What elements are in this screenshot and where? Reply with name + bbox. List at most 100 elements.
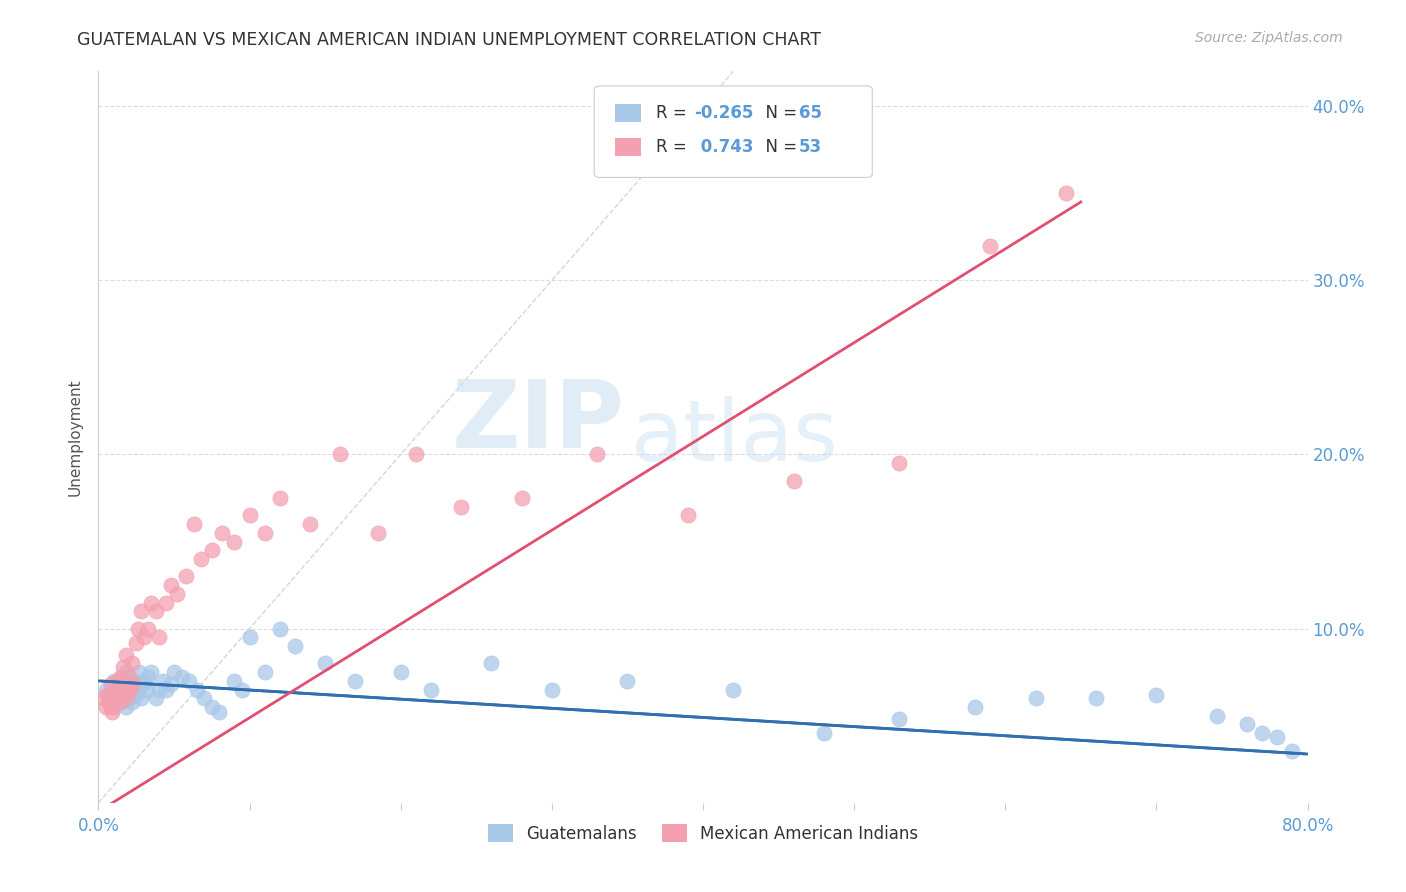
Point <box>179 673 201 688</box>
Point <box>1251 726 1274 740</box>
Point <box>155 682 177 697</box>
Text: 0.743: 0.743 <box>695 137 754 156</box>
Point <box>110 670 132 684</box>
Point <box>889 712 911 726</box>
Point <box>91 691 114 706</box>
Point <box>112 682 135 697</box>
Point <box>105 677 128 691</box>
Point <box>269 491 291 505</box>
Point <box>389 665 412 680</box>
Point <box>201 700 224 714</box>
Point <box>136 622 159 636</box>
Point <box>120 682 142 697</box>
Point <box>114 665 136 680</box>
Point <box>107 682 129 697</box>
Point <box>125 688 148 702</box>
Text: 53: 53 <box>799 137 821 156</box>
Point <box>103 688 125 702</box>
Point <box>114 700 136 714</box>
Point <box>129 604 152 618</box>
Point <box>183 517 205 532</box>
Point <box>676 508 699 523</box>
Point <box>110 695 132 709</box>
Point <box>1085 691 1108 706</box>
Point <box>723 682 745 697</box>
Point <box>979 238 1001 252</box>
Point <box>510 491 533 505</box>
Point <box>132 673 155 688</box>
Point <box>127 622 149 636</box>
Point <box>481 657 503 671</box>
Point <box>367 525 389 540</box>
Point <box>889 456 911 470</box>
Text: Source: ZipAtlas.com: Source: ZipAtlas.com <box>1195 31 1343 45</box>
Point <box>405 448 427 462</box>
Point <box>1206 708 1229 723</box>
Point <box>145 604 167 618</box>
Point <box>103 673 125 688</box>
Point <box>129 691 152 706</box>
Point <box>94 682 117 697</box>
Point <box>114 648 136 662</box>
Point <box>284 639 307 653</box>
Point <box>231 682 253 697</box>
Point <box>170 670 193 684</box>
Point <box>100 677 122 691</box>
Point <box>107 688 129 702</box>
Point <box>224 534 246 549</box>
Text: N =: N = <box>755 137 803 156</box>
Point <box>145 691 167 706</box>
Point <box>586 448 609 462</box>
Point <box>616 673 638 688</box>
Legend: Guatemalans, Mexican American Indians: Guatemalans, Mexican American Indians <box>481 818 925 849</box>
Point <box>132 631 155 645</box>
Point <box>98 691 121 706</box>
Point <box>122 673 145 688</box>
Text: GUATEMALAN VS MEXICAN AMERICAN INDIAN UNEMPLOYMENT CORRELATION CHART: GUATEMALAN VS MEXICAN AMERICAN INDIAN UN… <box>77 31 821 49</box>
Point <box>166 587 188 601</box>
Point <box>118 670 141 684</box>
Point <box>94 700 117 714</box>
Text: ZIP: ZIP <box>451 376 624 468</box>
Point <box>1236 717 1258 731</box>
Text: -0.265: -0.265 <box>695 104 754 122</box>
Point <box>239 631 262 645</box>
Point <box>148 631 170 645</box>
Text: R =: R = <box>655 137 692 156</box>
Point <box>100 700 122 714</box>
Point <box>239 508 262 523</box>
Text: 65: 65 <box>799 104 821 122</box>
Point <box>1144 688 1167 702</box>
Point <box>186 682 208 697</box>
Point <box>128 665 150 680</box>
Point <box>118 691 141 706</box>
Point <box>100 695 122 709</box>
Point <box>344 673 367 688</box>
Point <box>115 691 138 706</box>
Point <box>112 686 135 700</box>
Text: R =: R = <box>655 104 692 122</box>
Point <box>160 677 183 691</box>
Point <box>211 525 233 540</box>
Point <box>104 691 127 706</box>
Point <box>420 682 443 697</box>
Point <box>155 595 177 609</box>
FancyBboxPatch shape <box>614 103 641 122</box>
FancyBboxPatch shape <box>595 86 872 178</box>
Text: atlas: atlas <box>630 395 838 479</box>
Point <box>253 525 276 540</box>
Point <box>141 595 163 609</box>
Point <box>135 682 157 697</box>
Y-axis label: Unemployment: Unemployment <box>67 378 83 496</box>
Point <box>118 670 141 684</box>
Point <box>111 660 134 674</box>
Point <box>201 543 224 558</box>
Point <box>101 705 124 719</box>
Point <box>1024 691 1046 706</box>
Point <box>190 552 212 566</box>
Point <box>141 665 163 680</box>
Point <box>121 695 143 709</box>
Point <box>125 635 148 649</box>
Point <box>160 578 183 592</box>
Point <box>813 726 835 740</box>
